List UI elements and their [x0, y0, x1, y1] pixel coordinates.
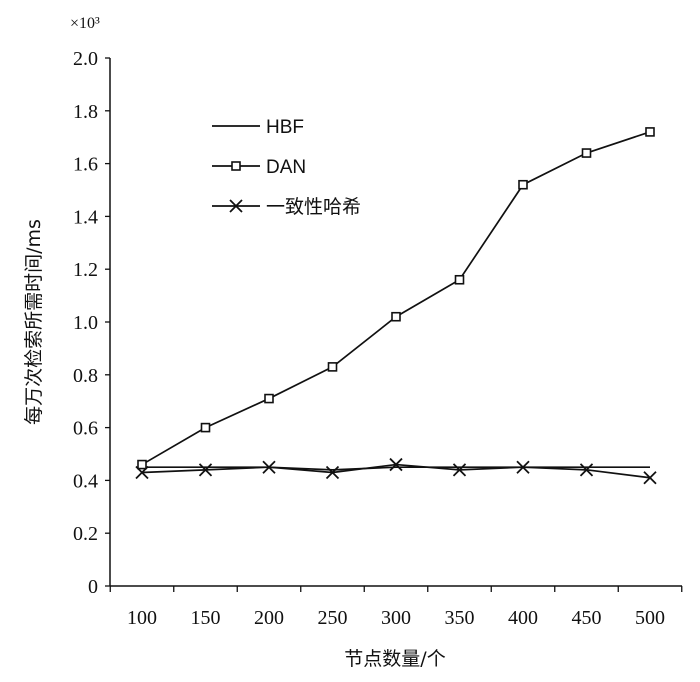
x-tick-label: 500 — [635, 607, 665, 629]
x-marker-stroke — [643, 471, 657, 485]
x-tick-label: 150 — [191, 607, 221, 629]
x-marker-stroke — [229, 199, 243, 213]
data-point — [518, 179, 528, 190]
y-tick-label: 0 — [88, 576, 98, 598]
x-tick-label: 100 — [127, 607, 157, 629]
data-point — [454, 274, 465, 285]
series-line — [141, 131, 651, 466]
y-tick-label: 1.6 — [73, 154, 98, 176]
y-tick-label: 0.4 — [73, 470, 98, 492]
x-marker-stroke — [198, 463, 213, 477]
y-axis-title: 每万次检索所需时间/ms — [23, 219, 45, 425]
x-tick-label: 300 — [381, 607, 411, 629]
data-point — [579, 463, 594, 477]
data-point — [516, 460, 530, 474]
x-marker-stroke — [325, 465, 340, 480]
data-point — [327, 362, 338, 372]
legend-item: DAN — [212, 157, 306, 178]
x-marker-stroke — [516, 460, 530, 474]
data-point — [198, 463, 213, 477]
y-tick-label: 1.0 — [73, 312, 98, 334]
legend-marker — [231, 161, 241, 171]
y-tick-label: 1.2 — [73, 259, 98, 281]
data-point — [645, 127, 655, 137]
y-tick-label: 0.8 — [73, 365, 98, 387]
data-point — [135, 465, 149, 480]
data-point — [200, 422, 211, 433]
legend: HBF DAN 一致性哈希 — [212, 117, 361, 218]
x-tick-label: 200 — [254, 607, 284, 629]
legend-label: DAN — [266, 157, 306, 178]
series-1 — [142, 466, 650, 471]
x-marker-stroke — [262, 460, 276, 474]
y-tick-label: 0.2 — [73, 523, 98, 545]
y-tick-label: 1.4 — [73, 206, 98, 228]
data-point — [643, 471, 657, 485]
x-tick-label: 350 — [445, 607, 475, 629]
legend-item: 一致性哈希 — [212, 196, 361, 218]
x-axis-title: 节点数量/个 — [344, 648, 445, 670]
data-point — [262, 460, 276, 474]
data-point — [264, 393, 274, 404]
x-marker-stroke — [135, 465, 149, 480]
x-marker-stroke — [389, 457, 403, 472]
axes — [109, 58, 682, 587]
series-2 — [137, 127, 655, 470]
series-3 — [135, 457, 657, 485]
x-marker-stroke — [452, 463, 467, 477]
data-point — [581, 148, 592, 158]
data-point — [452, 463, 467, 477]
x-axis-ticks: 100 150 200 250 300 350 400 450 500 — [109, 586, 683, 629]
x-tick-label: 250 — [318, 607, 348, 629]
legend-item: HBF — [212, 117, 304, 138]
y-tick-label: 2.0 — [73, 48, 98, 70]
y-axis-ticks: 0 0.2 0.4 0.6 0.8 1.0 1.2 1.4 1.6 1.8 2.0 — [73, 48, 110, 598]
legend-label: 一致性哈希 — [266, 196, 361, 218]
legend-marker — [229, 199, 243, 213]
legend-label: HBF — [266, 117, 304, 138]
y-tick-label: 1.8 — [73, 101, 98, 123]
data-point — [325, 465, 340, 480]
data-point — [391, 311, 401, 322]
y-tick-label: 0.6 — [73, 418, 98, 440]
data-point — [137, 459, 147, 470]
series-group — [135, 127, 657, 485]
data-point — [389, 457, 403, 472]
y-scale-label: ×10³ — [70, 15, 100, 32]
x-marker-stroke — [579, 463, 594, 477]
series-line — [142, 466, 650, 471]
x-tick-label: 400 — [508, 607, 538, 629]
x-tick-label: 450 — [572, 607, 602, 629]
